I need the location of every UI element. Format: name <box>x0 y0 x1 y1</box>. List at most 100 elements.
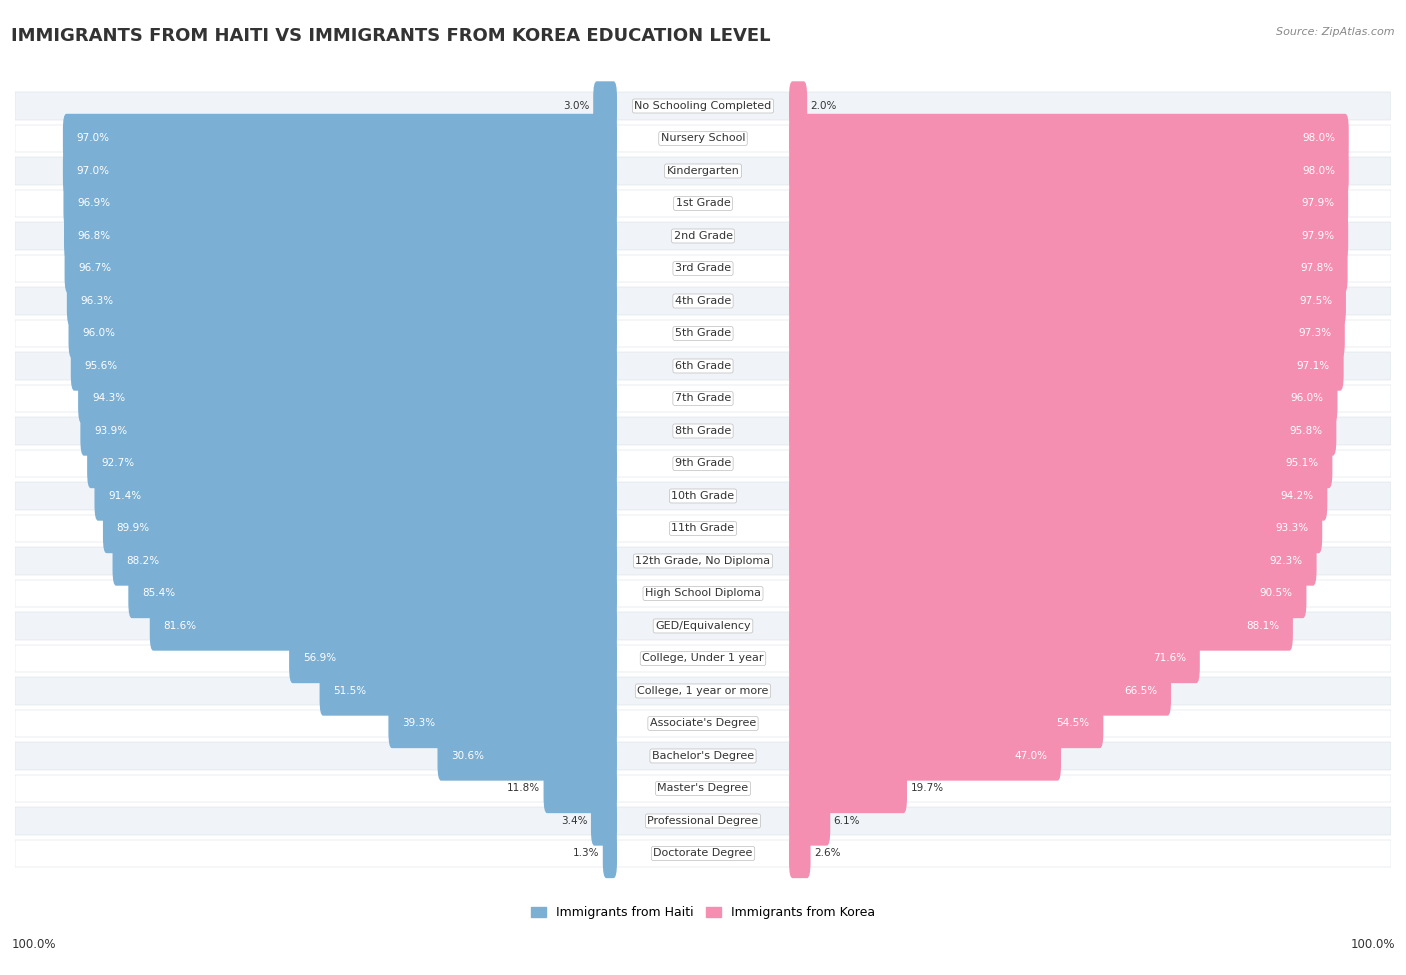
Text: 6th Grade: 6th Grade <box>675 361 731 370</box>
FancyBboxPatch shape <box>15 515 1391 542</box>
FancyBboxPatch shape <box>15 352 1391 380</box>
Text: 3.4%: 3.4% <box>561 816 588 826</box>
FancyBboxPatch shape <box>789 699 1104 748</box>
FancyBboxPatch shape <box>15 254 1391 283</box>
Text: Doctorate Degree: Doctorate Degree <box>654 848 752 858</box>
FancyBboxPatch shape <box>789 731 1062 781</box>
FancyBboxPatch shape <box>15 807 1391 835</box>
FancyBboxPatch shape <box>15 449 1391 478</box>
Text: 96.9%: 96.9% <box>77 199 110 209</box>
Text: 93.9%: 93.9% <box>94 426 128 436</box>
FancyBboxPatch shape <box>789 797 831 845</box>
Text: 2nd Grade: 2nd Grade <box>673 231 733 241</box>
FancyBboxPatch shape <box>15 775 1391 802</box>
FancyBboxPatch shape <box>15 742 1391 770</box>
FancyBboxPatch shape <box>80 407 617 455</box>
Text: 96.8%: 96.8% <box>77 231 111 241</box>
Text: 96.7%: 96.7% <box>79 263 111 274</box>
Text: 39.3%: 39.3% <box>402 719 436 728</box>
FancyBboxPatch shape <box>69 309 617 358</box>
Text: 11.8%: 11.8% <box>508 784 540 794</box>
Text: Master's Degree: Master's Degree <box>658 784 748 794</box>
Text: IMMIGRANTS FROM HAITI VS IMMIGRANTS FROM KOREA EDUCATION LEVEL: IMMIGRANTS FROM HAITI VS IMMIGRANTS FROM… <box>11 27 770 45</box>
FancyBboxPatch shape <box>15 417 1391 445</box>
FancyBboxPatch shape <box>128 568 617 618</box>
Text: 10th Grade: 10th Grade <box>672 491 734 501</box>
FancyBboxPatch shape <box>388 699 617 748</box>
FancyBboxPatch shape <box>112 536 617 586</box>
Text: 96.0%: 96.0% <box>83 329 115 338</box>
FancyBboxPatch shape <box>789 634 1199 683</box>
FancyBboxPatch shape <box>79 373 617 423</box>
FancyBboxPatch shape <box>789 341 1344 391</box>
FancyBboxPatch shape <box>15 222 1391 250</box>
Text: Nursery School: Nursery School <box>661 134 745 143</box>
FancyBboxPatch shape <box>15 157 1391 185</box>
FancyBboxPatch shape <box>15 547 1391 575</box>
FancyBboxPatch shape <box>789 276 1346 326</box>
FancyBboxPatch shape <box>103 504 617 553</box>
FancyBboxPatch shape <box>15 710 1391 737</box>
Text: 1st Grade: 1st Grade <box>676 199 730 209</box>
Text: Associate's Degree: Associate's Degree <box>650 719 756 728</box>
Text: 85.4%: 85.4% <box>142 589 176 599</box>
FancyBboxPatch shape <box>150 602 617 650</box>
Text: 66.5%: 66.5% <box>1125 686 1157 696</box>
FancyBboxPatch shape <box>15 320 1391 347</box>
FancyBboxPatch shape <box>789 114 1348 163</box>
FancyBboxPatch shape <box>789 829 810 878</box>
Text: 2.6%: 2.6% <box>814 848 841 858</box>
Text: 54.5%: 54.5% <box>1056 719 1090 728</box>
Text: 19.7%: 19.7% <box>911 784 943 794</box>
Text: 88.2%: 88.2% <box>127 556 159 566</box>
Text: 11th Grade: 11th Grade <box>672 524 734 533</box>
FancyBboxPatch shape <box>789 504 1322 553</box>
Text: 98.0%: 98.0% <box>1302 134 1334 143</box>
Text: 97.3%: 97.3% <box>1298 329 1331 338</box>
FancyBboxPatch shape <box>789 666 1171 716</box>
FancyBboxPatch shape <box>789 407 1336 455</box>
Text: 6.1%: 6.1% <box>834 816 860 826</box>
FancyBboxPatch shape <box>319 666 617 716</box>
Text: 96.3%: 96.3% <box>80 296 114 306</box>
Text: 95.6%: 95.6% <box>84 361 118 370</box>
Text: 90.5%: 90.5% <box>1260 589 1292 599</box>
Text: Bachelor's Degree: Bachelor's Degree <box>652 751 754 760</box>
Text: 97.9%: 97.9% <box>1302 199 1334 209</box>
Text: 98.0%: 98.0% <box>1302 166 1334 176</box>
Text: 12th Grade, No Diploma: 12th Grade, No Diploma <box>636 556 770 566</box>
FancyBboxPatch shape <box>15 644 1391 673</box>
Text: 91.4%: 91.4% <box>108 491 142 501</box>
FancyBboxPatch shape <box>593 81 617 131</box>
FancyBboxPatch shape <box>789 146 1348 196</box>
FancyBboxPatch shape <box>789 439 1333 488</box>
Legend: Immigrants from Haiti, Immigrants from Korea: Immigrants from Haiti, Immigrants from K… <box>526 902 880 924</box>
Text: 92.3%: 92.3% <box>1270 556 1303 566</box>
Text: 97.8%: 97.8% <box>1301 263 1334 274</box>
FancyBboxPatch shape <box>789 178 1348 228</box>
FancyBboxPatch shape <box>67 276 617 326</box>
FancyBboxPatch shape <box>65 244 617 293</box>
FancyBboxPatch shape <box>15 839 1391 868</box>
Text: 8th Grade: 8th Grade <box>675 426 731 436</box>
Text: 47.0%: 47.0% <box>1014 751 1047 760</box>
Text: 88.1%: 88.1% <box>1246 621 1279 631</box>
FancyBboxPatch shape <box>15 580 1391 607</box>
FancyBboxPatch shape <box>15 93 1391 120</box>
FancyBboxPatch shape <box>15 678 1391 705</box>
FancyBboxPatch shape <box>591 797 617 845</box>
FancyBboxPatch shape <box>603 829 617 878</box>
FancyBboxPatch shape <box>63 146 617 196</box>
Text: 7th Grade: 7th Grade <box>675 394 731 404</box>
FancyBboxPatch shape <box>789 536 1316 586</box>
Text: 92.7%: 92.7% <box>101 458 134 468</box>
FancyBboxPatch shape <box>15 612 1391 640</box>
Text: 94.2%: 94.2% <box>1281 491 1313 501</box>
Text: 5th Grade: 5th Grade <box>675 329 731 338</box>
Text: 3.0%: 3.0% <box>564 101 589 111</box>
Text: 100.0%: 100.0% <box>11 938 56 951</box>
Text: 95.8%: 95.8% <box>1289 426 1323 436</box>
Text: College, Under 1 year: College, Under 1 year <box>643 653 763 663</box>
Text: High School Diploma: High School Diploma <box>645 589 761 599</box>
FancyBboxPatch shape <box>290 634 617 683</box>
